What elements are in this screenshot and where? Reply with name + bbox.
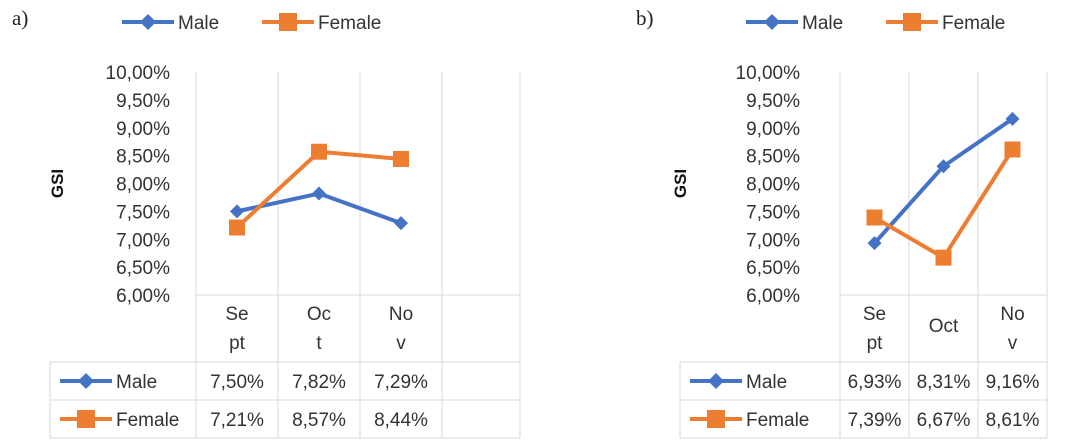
x-category-label-a: Se pt bbox=[225, 304, 248, 354]
table-value-female-a: 8,57% bbox=[292, 410, 346, 431]
data-point-male-b bbox=[936, 159, 951, 174]
table-series-name-female-a: Female bbox=[116, 410, 179, 431]
table-value-female-b: 6,67% bbox=[917, 410, 971, 431]
table-key-marker-male-b bbox=[708, 373, 724, 389]
table-series-name-female-b: Female bbox=[746, 410, 809, 431]
data-point-female-b bbox=[1004, 141, 1021, 158]
chart-panel-a: a) Male Female GSI 6,00% 6,50% 7,00% 7,50% 8,00… bbox=[0, 0, 540, 441]
data-point-male-b bbox=[867, 236, 882, 251]
legend-marker-female-a bbox=[279, 13, 297, 31]
x-category-label-b: Oct bbox=[929, 316, 959, 337]
table-value-female-b: 8,61% bbox=[986, 410, 1040, 431]
legend-marker-male-a bbox=[140, 14, 156, 30]
y-tick-label-b: 10,00% bbox=[736, 63, 801, 84]
y-tick-label-b: 9,50% bbox=[746, 91, 800, 112]
data-point-male-a bbox=[230, 204, 244, 219]
legend-label-male-a: Male bbox=[178, 13, 219, 34]
y-tick-label-a: 6,50% bbox=[116, 258, 170, 279]
table-value-male-b: 6,93% bbox=[848, 372, 902, 393]
x-category-label-b: No v bbox=[1000, 304, 1024, 354]
panel-label-a: a) bbox=[12, 6, 29, 30]
data-point-male-a bbox=[394, 216, 408, 231]
y-tick-label-b: 9,00% bbox=[746, 119, 800, 140]
chart-a-svg: Male Female GSI 6,00% 6,50% 7,00% 7,50% 8,00% 8,… bbox=[48, 13, 521, 439]
table-value-male-b: 9,16% bbox=[986, 372, 1040, 393]
x-category-label-a: No v bbox=[389, 304, 413, 354]
y-tick-label-a: 9,00% bbox=[116, 119, 170, 140]
data-point-female-a bbox=[229, 219, 245, 236]
x-category-label-a: Oc t bbox=[307, 304, 331, 354]
table-value-male-a: 7,50% bbox=[210, 372, 264, 393]
y-axis-title-a: GSI bbox=[48, 169, 67, 198]
legend-a: Male Female bbox=[122, 13, 381, 34]
table-key-marker-female-a bbox=[77, 410, 95, 428]
data-point-female-a bbox=[393, 150, 409, 167]
y-tick-label-a: 9,50% bbox=[116, 91, 170, 112]
data-point-male-b bbox=[1005, 111, 1020, 126]
table-value-female-b: 7,39% bbox=[848, 410, 902, 431]
legend-label-female-a: Female bbox=[318, 13, 381, 34]
data-point-female-b bbox=[866, 209, 883, 226]
y-tick-label-a: 6,00% bbox=[116, 286, 170, 307]
legend-label-male-b: Male bbox=[802, 13, 843, 34]
chart-panel-b: b) Male Female GSI 6,00% 6,50% 7,00% 7,50% 8,00… bbox=[620, 0, 1083, 441]
y-tick-label-b: 7,50% bbox=[746, 202, 800, 223]
y-tick-label-a: 8,00% bbox=[116, 175, 170, 196]
legend-marker-female-b bbox=[903, 13, 921, 31]
y-axis-title-b: GSI bbox=[671, 169, 690, 198]
data-point-female-a bbox=[311, 143, 327, 160]
table-value-male-a: 7,29% bbox=[374, 372, 428, 393]
x-category-label-b: Se pt bbox=[863, 304, 886, 354]
legend-marker-male-b bbox=[764, 14, 780, 30]
y-tick-label-b: 6,50% bbox=[746, 258, 800, 279]
y-tick-label-b: 8,50% bbox=[746, 147, 800, 168]
legend-label-female-b: Female bbox=[942, 13, 1005, 34]
table-key-marker-female-b bbox=[707, 410, 725, 428]
y-tick-label-a: 7,50% bbox=[116, 202, 170, 223]
panel-label-b: b) bbox=[636, 6, 654, 30]
data-point-female-b bbox=[935, 249, 952, 266]
table-value-male-b: 8,31% bbox=[917, 372, 971, 393]
y-tick-label-a: 10,00% bbox=[106, 63, 171, 84]
table-series-name-male-a: Male bbox=[116, 372, 157, 393]
legend-b: Male Female bbox=[746, 13, 1005, 34]
y-tick-label-a: 7,00% bbox=[116, 230, 170, 251]
table-value-female-a: 8,44% bbox=[374, 410, 428, 431]
y-tick-label-b: 8,00% bbox=[746, 175, 800, 196]
table-value-female-a: 7,21% bbox=[210, 410, 264, 431]
y-tick-label-a: 8,50% bbox=[116, 147, 170, 168]
table-series-name-male-b: Male bbox=[746, 372, 787, 393]
y-tick-label-b: 7,00% bbox=[746, 230, 800, 251]
data-point-male-a bbox=[312, 186, 326, 201]
y-tick-label-b: 6,00% bbox=[746, 286, 800, 307]
table-value-male-a: 7,82% bbox=[292, 372, 346, 393]
chart-b-svg: Male Female GSI 6,00% 6,50% 7,00% 7,50% 8,00% 8,… bbox=[671, 13, 1048, 439]
table-key-marker-male-a bbox=[78, 373, 94, 389]
